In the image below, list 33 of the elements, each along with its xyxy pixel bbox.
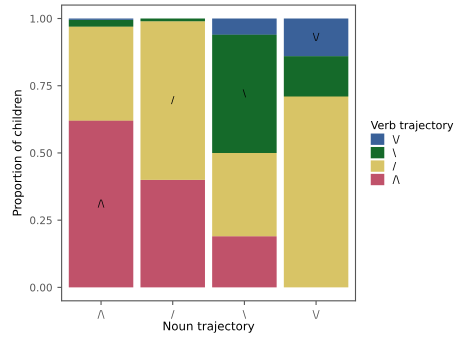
legend-label: / (392, 162, 396, 171)
annotation: / (171, 96, 174, 104)
x-tick-label: \/ (312, 310, 320, 319)
y-tick-label: 0.00 (30, 284, 52, 292)
bar (284, 18, 348, 56)
bar (212, 18, 277, 35)
x-axis-title: Noun trajectory (164, 321, 254, 333)
bar (212, 152, 277, 236)
bar (140, 18, 205, 22)
legend-label: /\ (392, 175, 400, 184)
bar (212, 236, 277, 288)
x-tick-label: /\ (98, 310, 105, 319)
annotation: \ (242, 89, 246, 98)
legend-label: \ (392, 148, 396, 158)
bar (68, 26, 134, 121)
x-tick-label: / (170, 310, 174, 319)
annotation: /\ (98, 200, 104, 208)
x-tick-label: \ (242, 310, 246, 319)
annotation: \/ (312, 32, 320, 41)
y-axis-title: Proportion of children (12, 90, 24, 216)
bar (212, 34, 277, 153)
bar (284, 56, 348, 96)
legend-label: \/ (392, 135, 400, 144)
legend-title: Verb trajectory (370, 120, 454, 132)
bar (68, 120, 134, 288)
y-tick-label: 0.50 (30, 149, 52, 158)
bar (284, 96, 348, 288)
y-tick-label: 0.25 (30, 216, 52, 224)
y-tick-label: 1.00 (30, 14, 52, 23)
bar (140, 180, 205, 288)
bar (68, 20, 134, 27)
y-tick-label: 0.75 (30, 82, 52, 90)
bar (140, 21, 205, 180)
